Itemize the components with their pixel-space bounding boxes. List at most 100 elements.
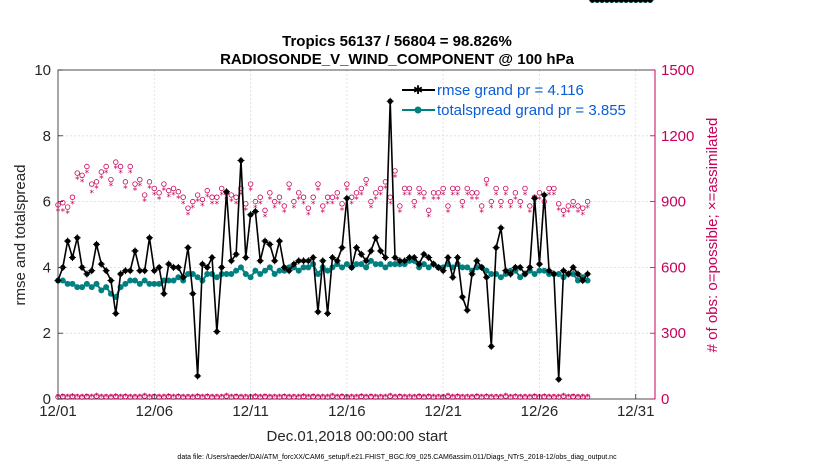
obs-bottom-assimilated-point: * bbox=[547, 393, 552, 403]
obs-assimilated-point: * bbox=[186, 211, 191, 221]
obs-bottom-assimilated-point: * bbox=[316, 393, 321, 403]
obs-assimilated-point: * bbox=[219, 191, 224, 201]
obs-possible-point bbox=[271, 198, 278, 205]
obs-bottom-assimilated-point: * bbox=[277, 393, 282, 403]
obs-possible-point bbox=[257, 194, 263, 200]
rmse-point bbox=[314, 308, 322, 316]
obs-assimilated-point: * bbox=[114, 165, 119, 175]
y-tick-label: 6 bbox=[43, 194, 51, 211]
rmse-point bbox=[198, 260, 206, 268]
totalspread-point bbox=[517, 274, 524, 281]
obs-assimilated-point: * bbox=[455, 191, 460, 201]
obs-bottom-assimilated-point: * bbox=[532, 392, 537, 402]
obs-possible-point bbox=[276, 194, 283, 200]
obs-assimilated-point: * bbox=[465, 191, 470, 201]
obs-bottom-assimilated-point: * bbox=[499, 393, 504, 403]
obs-bottom-assimilated-point: * bbox=[354, 393, 359, 403]
rmse-point bbox=[174, 263, 182, 271]
obs-bottom-assimilated-point: * bbox=[585, 393, 590, 403]
obs-bottom-assimilated-point: * bbox=[306, 393, 311, 403]
totalspread-point bbox=[103, 284, 110, 291]
obs-possible-point bbox=[344, 181, 350, 187]
obs-bottom-assimilated-point: * bbox=[508, 393, 513, 403]
totalspread-point bbox=[314, 270, 321, 277]
obs-bottom-assimilated-point: * bbox=[200, 393, 205, 403]
obs-assimilated-point: * bbox=[479, 209, 484, 219]
data-file-footnote: data file: /Users/raeder/DAI/ATM_forcXX/… bbox=[177, 454, 617, 461]
obs-assimilated-point: * bbox=[138, 182, 143, 192]
obs-bottom-assimilated-point: * bbox=[147, 393, 152, 403]
rmse-point bbox=[622, 0, 630, 3]
rmse-point bbox=[545, 267, 553, 275]
obs-bottom-assimilated-point: * bbox=[571, 393, 576, 403]
obs-assimilated-point: * bbox=[109, 182, 114, 192]
obs-assimilated-point: * bbox=[258, 200, 263, 210]
rmse-point bbox=[478, 263, 486, 271]
obs-assimilated-point: * bbox=[402, 191, 407, 201]
obs-assimilated-point: * bbox=[94, 184, 99, 194]
obs-bottom-assimilated-point: * bbox=[369, 393, 374, 403]
obs-possible-point bbox=[493, 185, 499, 192]
obs-possible-point bbox=[190, 198, 196, 205]
obs-assimilated-point: * bbox=[85, 169, 90, 179]
obs-possible-point bbox=[170, 185, 177, 192]
obs-possible-point bbox=[584, 198, 591, 205]
totalspread-point bbox=[372, 261, 379, 268]
obs-bottom-assimilated-point: * bbox=[374, 393, 379, 403]
obs-bottom-assimilated-point: * bbox=[407, 393, 412, 403]
obs-assimilated-point: * bbox=[301, 200, 306, 210]
obs-assimilated-point: * bbox=[354, 195, 359, 205]
obs-bottom-assimilated-point: * bbox=[104, 393, 109, 403]
obs-possible-point bbox=[570, 198, 576, 205]
totalspread-point bbox=[483, 267, 490, 274]
rmse-line bbox=[57, 101, 589, 380]
obs-possible-point bbox=[474, 190, 480, 196]
obs-possible-point bbox=[498, 198, 504, 205]
obs-assimilated-point: * bbox=[374, 195, 379, 205]
obs-assimilated-point: * bbox=[80, 178, 85, 188]
obs-possible-point bbox=[180, 194, 186, 200]
obs-assimilated-point: * bbox=[489, 204, 494, 214]
obs-possible-point bbox=[315, 181, 321, 187]
obs-bottom-assimilated-point: * bbox=[340, 393, 345, 403]
obs-possible-point bbox=[406, 185, 413, 192]
obs-bottom-assimilated-point: * bbox=[470, 393, 475, 403]
totalspread-point bbox=[213, 274, 220, 281]
rmse-point bbox=[88, 267, 96, 275]
rmse-point bbox=[377, 247, 385, 255]
legend-rmse-marker: ✱ bbox=[413, 83, 423, 97]
obs-possible-point bbox=[93, 179, 100, 185]
rmse-point bbox=[574, 270, 582, 278]
obs-assimilated-point: * bbox=[349, 200, 354, 210]
obs-assimilated-point: * bbox=[75, 176, 80, 186]
obs-assimilated-point: * bbox=[210, 200, 215, 210]
obs-possible-point bbox=[527, 203, 533, 209]
totalspread-point bbox=[204, 270, 211, 277]
obs-bottom-assimilated-point: * bbox=[176, 393, 181, 403]
obs-assimilated-point: * bbox=[89, 189, 94, 199]
totalspread-point bbox=[420, 261, 427, 268]
rmse-point bbox=[218, 263, 226, 271]
totalspread-point bbox=[257, 270, 264, 277]
obs-assimilated-point: * bbox=[412, 204, 417, 214]
rmse-point bbox=[213, 328, 221, 336]
obs-bottom-assimilated-point: * bbox=[80, 393, 85, 403]
obs-bottom-assimilated-point: * bbox=[523, 393, 528, 403]
rmse-point bbox=[492, 244, 500, 252]
rmse-point bbox=[102, 267, 110, 275]
obs-bottom-assimilated-point: * bbox=[75, 393, 80, 403]
obs-assimilated-point: * bbox=[388, 200, 393, 210]
rmse-point-core bbox=[599, 0, 605, 3]
totalspread-point bbox=[228, 270, 235, 277]
obs-bottom-assimilated-point: * bbox=[61, 393, 66, 403]
rmse-point bbox=[425, 254, 433, 262]
obs-assimilated-point: * bbox=[200, 202, 205, 212]
rmse-point bbox=[560, 267, 568, 275]
obs-assimilated-point: * bbox=[234, 200, 239, 210]
obs-possible-point bbox=[262, 207, 268, 214]
obs-possible-point bbox=[310, 194, 316, 200]
rmse-point bbox=[107, 277, 115, 285]
totalspread-point bbox=[353, 261, 360, 268]
obs-bottom-assimilated-point: * bbox=[436, 393, 441, 403]
obs-bottom-assimilated-point: * bbox=[296, 393, 301, 403]
